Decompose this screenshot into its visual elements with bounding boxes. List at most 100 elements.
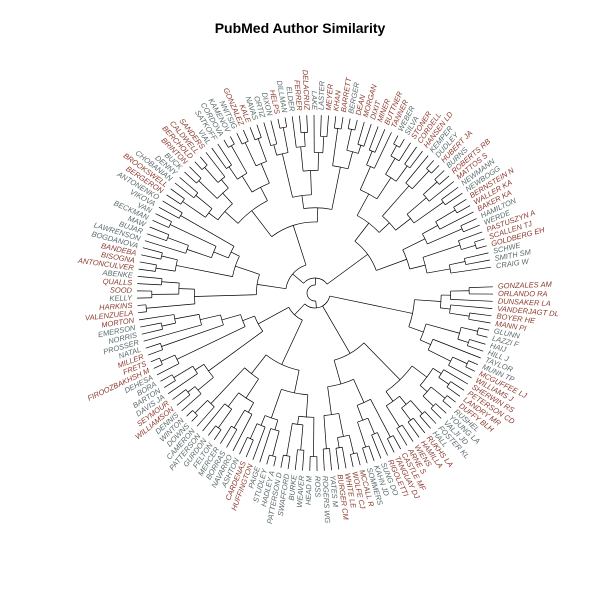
branch-arc xyxy=(174,354,180,364)
branch-segment xyxy=(463,224,480,233)
tip-label: ELDER xyxy=(284,86,296,113)
branch-segment xyxy=(452,356,468,365)
branch-segment xyxy=(213,251,229,259)
branch-segment xyxy=(405,155,429,184)
branch-arc xyxy=(180,198,185,205)
branch-segment xyxy=(299,115,302,133)
branch-arc xyxy=(423,194,430,202)
branch-arc xyxy=(405,182,413,190)
tip-label: DELACRUZ xyxy=(301,70,312,111)
branch-segment xyxy=(231,145,248,174)
branch-arc xyxy=(203,364,214,378)
branch-segment xyxy=(194,363,205,371)
branch-segment xyxy=(257,284,287,290)
branch-segment xyxy=(385,158,396,175)
branch-segment xyxy=(371,434,382,459)
branch-segment xyxy=(160,374,173,382)
branch-arc xyxy=(270,143,277,146)
tip-label: ROGERS WG xyxy=(321,475,332,523)
branch-segment xyxy=(146,303,195,309)
branch-arc xyxy=(211,246,217,258)
branch-segment xyxy=(210,367,245,404)
branch-arc xyxy=(251,182,270,193)
branch-segment xyxy=(143,324,202,342)
tip-label: KELLY xyxy=(109,293,133,303)
branch-arc xyxy=(297,449,304,451)
branch-segment xyxy=(443,369,469,385)
branch-segment xyxy=(297,416,300,425)
branch-segment xyxy=(291,116,297,148)
tip-label: DUNSAKER LA xyxy=(498,297,551,308)
branch-arc xyxy=(401,400,411,409)
branch-segment xyxy=(376,177,392,200)
branch-segment xyxy=(229,136,235,145)
branch-segment xyxy=(239,437,248,455)
branch-segment xyxy=(170,188,185,200)
branch-segment xyxy=(367,418,375,434)
branch-segment xyxy=(402,238,426,251)
branch-segment xyxy=(167,237,189,246)
branch-segment xyxy=(222,192,233,205)
branch-segment xyxy=(164,380,176,388)
branch-arc xyxy=(465,360,469,368)
tip-label: ABENKE xyxy=(101,268,134,280)
branch-segment xyxy=(378,222,390,233)
branch-segment xyxy=(271,389,282,419)
branch-segment xyxy=(460,326,478,332)
branch-segment xyxy=(426,268,451,274)
branch-arc xyxy=(281,388,308,396)
branch-segment xyxy=(310,170,312,195)
branch-arc xyxy=(404,163,411,169)
branch-segment xyxy=(323,415,327,449)
branch-segment xyxy=(272,430,280,457)
branch-segment xyxy=(322,305,351,354)
branch-segment xyxy=(446,395,456,403)
branch-arc xyxy=(357,417,369,423)
branch-segment xyxy=(220,425,232,444)
branch-segment xyxy=(213,429,222,440)
branch-arc xyxy=(244,367,259,380)
branch-arc xyxy=(255,161,267,167)
branch-segment xyxy=(392,435,401,450)
branch-segment xyxy=(244,142,257,167)
branch-arc xyxy=(407,417,414,423)
branch-segment xyxy=(453,199,467,208)
branch-arc xyxy=(288,307,303,321)
branch-segment xyxy=(335,448,340,470)
branch-segment xyxy=(322,448,325,471)
branch-arc xyxy=(441,199,446,206)
branch-segment xyxy=(138,314,175,321)
branch-segment xyxy=(368,445,375,462)
branch-segment xyxy=(243,129,249,142)
branch-arc xyxy=(337,434,350,438)
branch-arc xyxy=(216,187,229,199)
branch-segment xyxy=(395,165,408,182)
branch-segment xyxy=(245,439,254,458)
figure-title: PubMed Author Similarity xyxy=(214,20,386,36)
branch-arc xyxy=(426,168,432,174)
branch-segment xyxy=(221,314,241,321)
branch-segment xyxy=(245,378,259,399)
branch-segment xyxy=(458,231,483,241)
branch-segment xyxy=(327,386,332,415)
branch-arc xyxy=(292,194,312,198)
branch-arc xyxy=(238,392,254,404)
branch-segment xyxy=(152,219,169,228)
branch-segment xyxy=(409,150,423,169)
branch-segment xyxy=(439,211,474,230)
branch-segment xyxy=(320,115,322,137)
branch-segment xyxy=(305,394,309,418)
branch-segment xyxy=(249,127,256,140)
branch-segment xyxy=(465,259,490,265)
branch-arc xyxy=(460,225,464,232)
branch-segment xyxy=(359,166,371,190)
branch-arc xyxy=(220,314,224,326)
branch-segment xyxy=(423,181,438,195)
branch-segment xyxy=(162,200,183,214)
branch-segment xyxy=(145,343,161,349)
branch-arc xyxy=(334,342,365,361)
branch-segment xyxy=(456,205,471,214)
branch-segment xyxy=(331,166,341,210)
branch-segment xyxy=(153,364,163,369)
branch-segment xyxy=(168,373,198,394)
